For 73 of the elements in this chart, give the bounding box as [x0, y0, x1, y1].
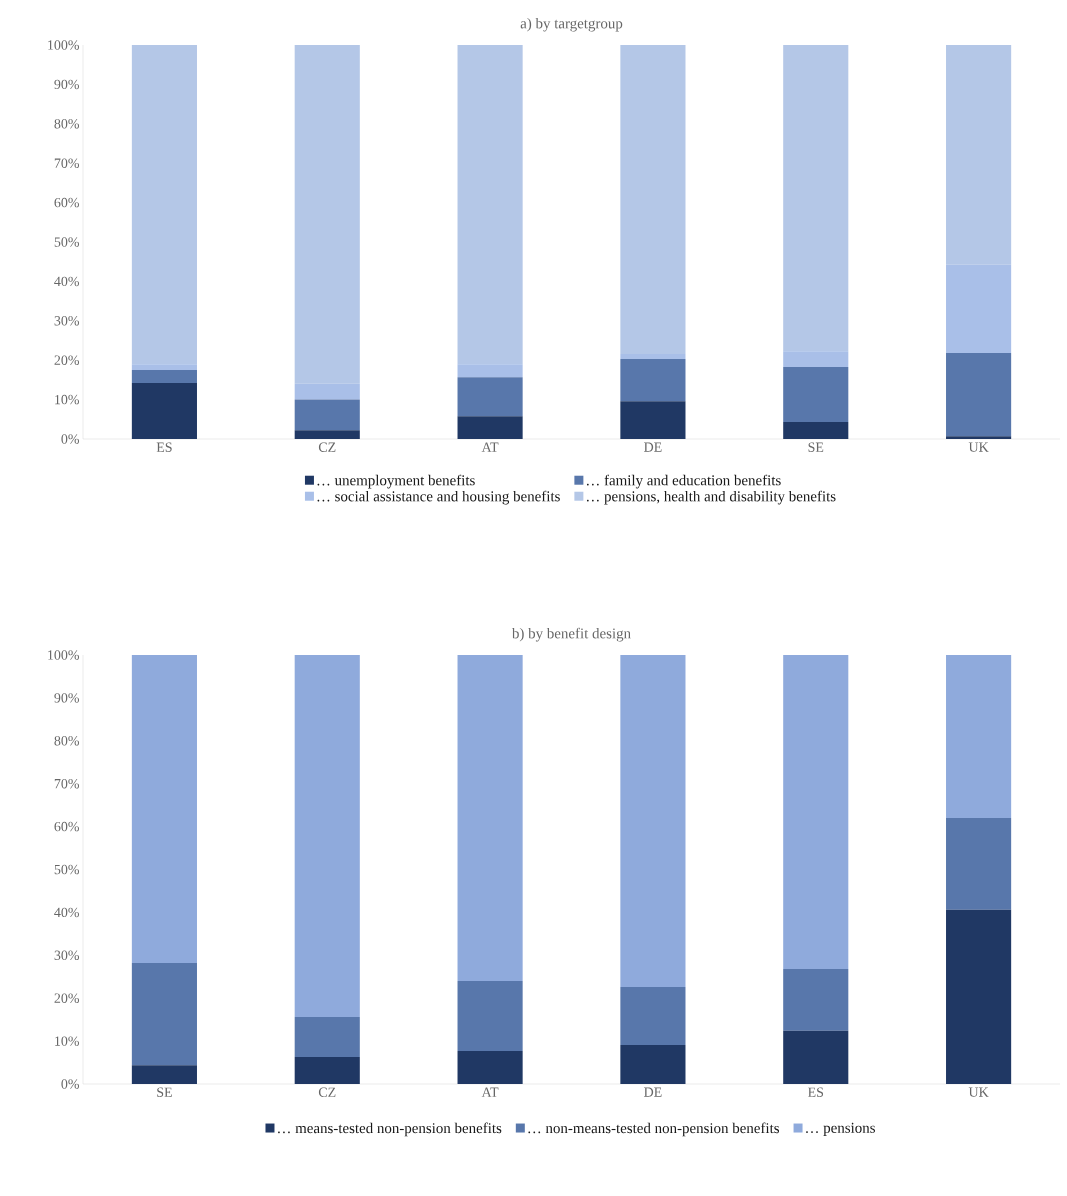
chart-title: b) by benefit design — [511, 627, 631, 642]
bar — [131, 963, 197, 1066]
y-tick-label: 90% — [54, 79, 79, 90]
bar — [946, 436, 1012, 440]
legend-label: … pensions — [806, 1122, 875, 1136]
bar — [294, 430, 360, 440]
bar — [294, 1056, 360, 1085]
legend-label: … non-means-tested non-pension benefits — [528, 1122, 780, 1137]
y-tick-label: 40% — [54, 276, 79, 287]
bar — [620, 359, 686, 402]
bar — [946, 655, 1012, 819]
bar — [783, 422, 849, 440]
legend-label: … family and education benefits — [586, 474, 781, 489]
x-tick-label: CZ — [318, 1087, 336, 1097]
bar — [783, 1030, 849, 1085]
x-tick-label: DE — [644, 442, 662, 452]
bar — [294, 1017, 360, 1057]
bar — [131, 370, 197, 384]
bar — [294, 655, 360, 1018]
y-tick-label: 70% — [54, 778, 79, 789]
x-tick-label: ES — [808, 1087, 824, 1097]
bar — [131, 655, 197, 964]
bar — [946, 818, 1012, 910]
y-tick-label: 50% — [54, 237, 79, 247]
bar — [457, 416, 523, 440]
y-tick-label: 100% — [48, 650, 79, 660]
y-tick-label: 40% — [54, 907, 79, 918]
x-tick-label: SE — [808, 442, 824, 452]
y-tick-label: 30% — [54, 316, 79, 326]
bar — [457, 655, 523, 982]
bar — [620, 655, 686, 988]
bar — [294, 399, 360, 431]
legend-label: … means-tested non-pension benefits — [278, 1122, 502, 1137]
x-tick-label: CZ — [318, 442, 336, 452]
x-tick-label: SE — [157, 1087, 172, 1097]
x-tick-label: ES — [156, 442, 172, 452]
legend-label: … unemployment benefits — [317, 474, 475, 489]
x-tick-label: UK — [968, 442, 989, 452]
y-tick-label: 90% — [54, 693, 79, 703]
bar — [457, 377, 523, 417]
bar — [131, 1065, 197, 1085]
x-tick-label: UK — [968, 1087, 989, 1097]
y-tick-label: 10% — [55, 394, 79, 405]
y-tick-label: 0% — [61, 434, 79, 444]
x-tick-label: DE — [644, 1087, 662, 1097]
bar — [620, 1044, 686, 1085]
chart-title: a) by targetgroup — [520, 17, 623, 32]
y-tick-label: 50% — [54, 864, 79, 875]
y-tick-label: 60% — [54, 821, 79, 832]
bar — [783, 366, 849, 423]
bar — [620, 987, 686, 1045]
y-tick-label: 20% — [54, 993, 79, 1003]
y-tick-label: 100% — [48, 40, 79, 50]
bar — [783, 969, 849, 1031]
legend-label: … pensions, health and disability benefits — [586, 490, 836, 505]
y-tick-label: 70% — [54, 158, 79, 168]
bar — [783, 655, 849, 970]
y-tick-label: 10% — [55, 1036, 79, 1046]
bar — [131, 383, 197, 440]
bar — [457, 1050, 523, 1085]
y-tick-label: 80% — [54, 119, 79, 129]
bar — [457, 981, 523, 1051]
y-tick-label: 60% — [54, 197, 79, 208]
bar — [946, 353, 1012, 437]
y-tick-label: 30% — [54, 950, 79, 961]
y-tick-label: 80% — [54, 736, 79, 746]
bar — [946, 909, 1012, 1085]
x-tick-label: AT — [481, 1087, 499, 1097]
y-tick-label: 0% — [61, 1079, 79, 1089]
x-tick-label: AT — [481, 442, 499, 452]
y-tick-label: 20% — [54, 355, 79, 365]
legend-label: … social assistance and housing benefits — [317, 490, 560, 505]
bar — [620, 401, 686, 440]
